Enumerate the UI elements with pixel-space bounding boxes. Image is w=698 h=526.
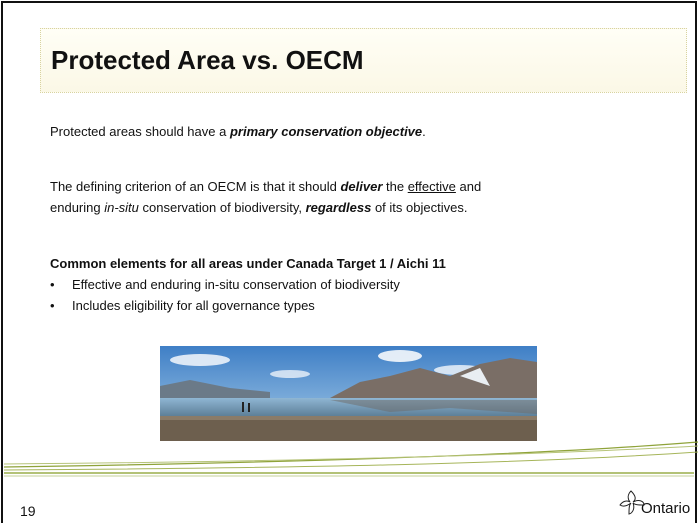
slide-title: Protected Area vs. OECM bbox=[51, 45, 364, 76]
text-run: in-situ bbox=[104, 200, 139, 215]
text-run: enduring bbox=[50, 200, 104, 215]
text-run: and bbox=[456, 179, 481, 194]
landscape-photo bbox=[160, 346, 537, 441]
text-run: of its objectives. bbox=[371, 200, 467, 215]
text-run: the bbox=[382, 179, 407, 194]
text-run: The defining criterion of an OECM is tha… bbox=[50, 179, 340, 194]
bullet-text: Effective and enduring in-situ conservat… bbox=[72, 277, 400, 292]
text-run: conservation of biodiversity, bbox=[139, 200, 306, 215]
logo-text: Ontario bbox=[641, 500, 690, 517]
text-run: deliver bbox=[340, 179, 382, 194]
text-run: regardless bbox=[306, 200, 372, 215]
text-run: . bbox=[422, 124, 426, 139]
paragraph: The defining criterion of an OECM is tha… bbox=[50, 176, 481, 218]
title-box: Protected Area vs. OECM bbox=[40, 28, 687, 93]
bullet-text: Includes eligibility for all governance … bbox=[72, 298, 315, 313]
text-run: Protected areas should have a bbox=[50, 124, 230, 139]
page-number: 19 bbox=[20, 503, 36, 519]
list-heading: Common elements for all areas under Cana… bbox=[50, 253, 446, 274]
text-run: primary conservation objective bbox=[230, 124, 422, 139]
text-run: effective bbox=[408, 179, 456, 194]
paragraph: Protected areas should have a primary co… bbox=[50, 121, 426, 142]
decorative-lines bbox=[0, 440, 698, 480]
slide: Protected Area vs. OECM Protected areas … bbox=[0, 0, 698, 526]
